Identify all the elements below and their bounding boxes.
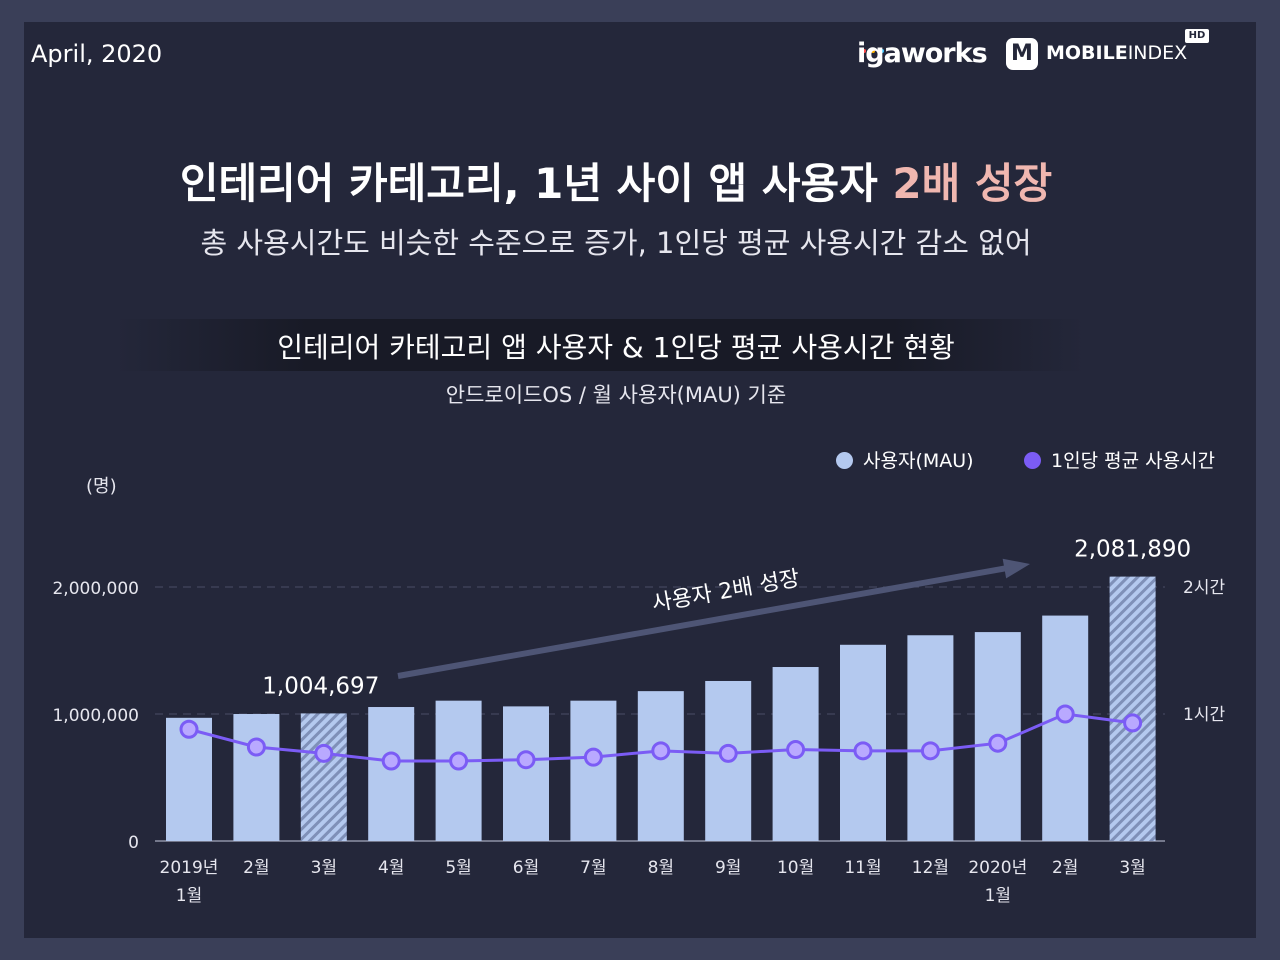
x-tick-label: 10월 [777, 858, 814, 878]
y-right-tick-label: 1시간 [1183, 705, 1225, 725]
legend-label-mau: 사용자(MAU) [863, 450, 974, 472]
bar [637, 691, 684, 841]
x-tick-label: 2월 [1052, 858, 1078, 878]
legend-item-mau: 사용자(MAU) [836, 446, 974, 473]
x-tick-label: 3월 [311, 858, 337, 878]
usage-time-point [988, 733, 1008, 753]
x-tick-label: 2020년 1월 [968, 858, 1027, 906]
x-tick-label: 9월 [715, 858, 741, 878]
headline-title: 인테리어 카테고리, 1년 사이 앱 사용자 2배 성장 [0, 150, 1232, 211]
x-tick-label: 7월 [580, 858, 606, 878]
trend-arrow-shaft [397, 564, 1013, 679]
usage-time-point [381, 751, 401, 771]
bar [907, 635, 954, 841]
legend-dot-time [1024, 452, 1041, 469]
usage-time-point [314, 743, 334, 763]
data-label: 1,004,697 [262, 673, 379, 699]
usage-time-point [1123, 713, 1143, 733]
headline-title-main: 인테리어 카테고리, 1년 사이 앱 사용자 [179, 159, 893, 208]
headline-title-highlight: 2배 성장 [892, 159, 1053, 208]
bar [503, 706, 549, 841]
igaworks-logo-bold: iga [857, 38, 902, 69]
mobileindex-logo-light: INDEX [1127, 42, 1188, 64]
x-tick-label: 12월 [912, 858, 949, 878]
x-tick-label: 2월 [243, 858, 269, 878]
usage-time-point [920, 741, 940, 761]
usage-time-point [449, 751, 469, 771]
x-tick-label: 3월 [1119, 858, 1145, 878]
usage-time-point [583, 747, 603, 767]
usage-time-point [651, 741, 671, 761]
bar [300, 713, 347, 841]
x-tick-label: 5월 [445, 858, 471, 878]
bar [1042, 615, 1089, 841]
bar [435, 700, 482, 841]
report-date: April, 2020 [31, 40, 163, 68]
usage-time-point [786, 740, 806, 760]
bar [570, 700, 617, 841]
usage-time-point [179, 719, 199, 739]
igaworks-logo-rest: works [900, 38, 988, 69]
headline-subtitle: 총 사용시간도 비슷한 수준으로 증가, 1인당 평균 사용시간 감소 없어 [200, 226, 1032, 260]
y-left-tick-label: 2,000,000 [52, 579, 139, 599]
x-tick-label: 8월 [648, 858, 674, 878]
legend-label-time: 1인당 평균 사용시간 [1051, 450, 1216, 472]
y-left-tick-label: 0 [128, 833, 139, 853]
chart-subtitle: 안드로이드OS / 월 사용자(MAU) 기준 [445, 383, 787, 407]
x-tick-label: 6월 [513, 858, 539, 878]
mobileindex-hd-badge: HD [1185, 29, 1209, 43]
mobileindex-logo-bold: MOBILE [1046, 42, 1128, 64]
bar [233, 714, 280, 841]
data-label: 2,081,890 [1074, 537, 1191, 563]
mobileindex-logo-text: MOBILEINDEX [1046, 42, 1187, 64]
bar [1109, 576, 1156, 841]
usage-time-point [246, 737, 266, 757]
y-axis-unit: (명) [86, 476, 117, 497]
legend-dot-mau [836, 452, 853, 469]
x-tick-label: 2019년 1월 [160, 858, 219, 906]
igaworks-logo: igaworks [857, 38, 988, 69]
y-right-tick-label: 2시간 [1183, 578, 1225, 598]
x-tick-label: 11월 [844, 858, 881, 878]
legend-item-time: 1인당 평균 사용시간 [1024, 446, 1215, 473]
trend-arrow-head [1002, 558, 1030, 579]
x-tick-label: 4월 [378, 858, 404, 878]
usage-time-point [1055, 704, 1075, 724]
usage-time-point [718, 743, 738, 763]
usage-time-point [853, 741, 873, 761]
chart-title-banner [115, 319, 1085, 371]
chart-title: 인테리어 카테고리 앱 사용자 & 1인당 평균 사용시간 현황 [277, 331, 955, 364]
bar [368, 707, 415, 841]
usage-time-point [516, 750, 536, 770]
mobileindex-logo-icon: M [1006, 38, 1038, 70]
y-left-tick-label: 1,000,000 [52, 706, 139, 726]
iga-dots-decoration [862, 38, 889, 53]
